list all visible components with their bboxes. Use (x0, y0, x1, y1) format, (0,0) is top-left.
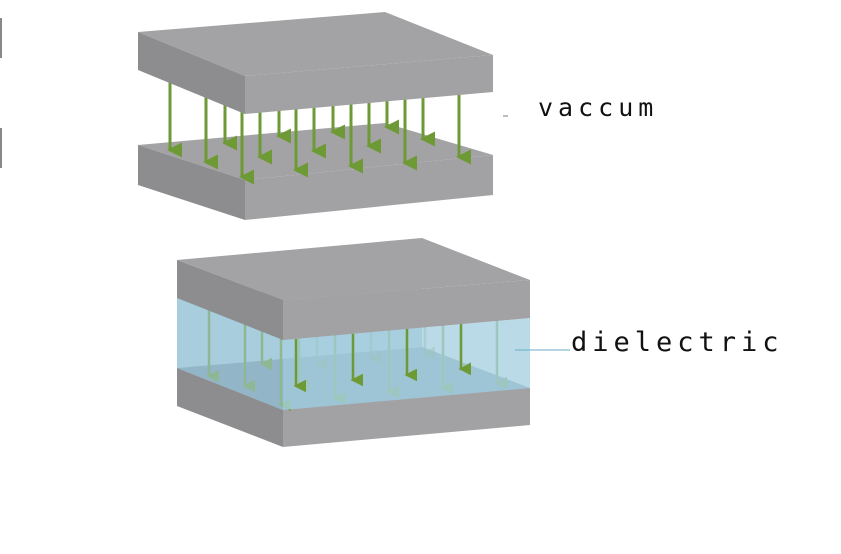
vacuum-capacitor (138, 12, 493, 220)
vacuum-label: vaccum (538, 93, 659, 122)
dielectric-label: dielectric (571, 327, 784, 358)
dielectric-top-plate (177, 238, 530, 340)
dielectric-capacitor (177, 238, 570, 447)
vacuum-field-lines (167, 82, 471, 185)
dielectric-front-arrows (293, 324, 471, 393)
vacuum-top-plate (138, 12, 493, 114)
edge-marks (0, 18, 2, 168)
